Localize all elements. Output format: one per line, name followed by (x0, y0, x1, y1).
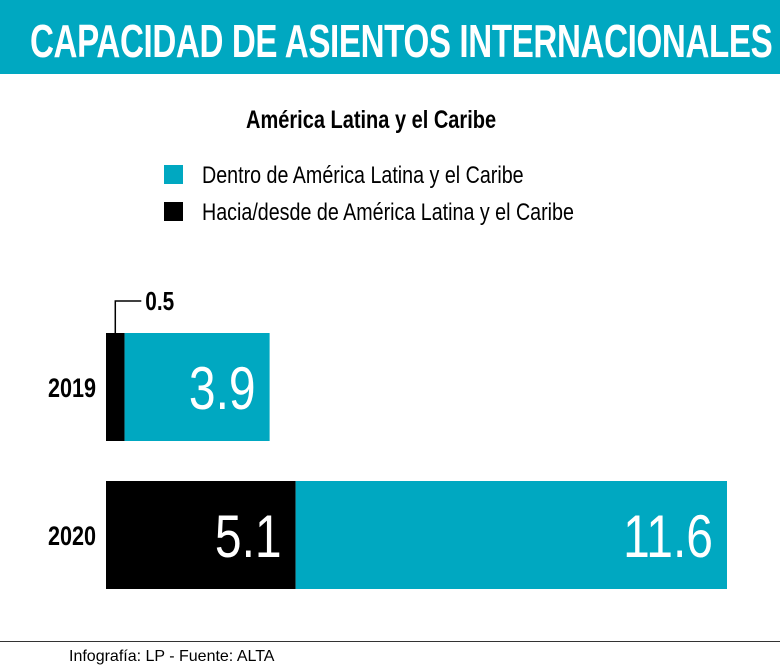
bar-chart: 2019 0.5 3.9 2020 5.1 11.6 (48, 287, 727, 589)
category-label: 2020 (48, 522, 96, 552)
data-label: 3.9 (189, 355, 256, 422)
footer-divider (0, 641, 780, 642)
data-label: 11.6 (623, 503, 713, 570)
chart-title: América Latina y el Caribe (246, 106, 497, 134)
header-title: CAPACIDAD DE ASIENTOS INTERNACIONALES (30, 15, 773, 67)
legend-item-dentro: Dentro de América Latina y el Caribe (164, 162, 594, 190)
legend-swatch (164, 165, 183, 184)
legend-item-hacia: Hacia/desde de América Latina y el Carib… (164, 199, 656, 227)
data-label: 5.1 (215, 503, 282, 570)
footer-source: Infografía: LP - Fuente: ALTA (69, 648, 275, 665)
category-label: 2019 (48, 374, 96, 404)
bar-segment (106, 481, 296, 589)
legend-swatch (164, 202, 183, 221)
callout-line (114, 300, 142, 333)
header-banner: CAPACIDAD DE ASIENTOS INTERNACIONALES (0, 0, 780, 74)
bar-segment (124, 333, 270, 441)
data-label: 0.5 (145, 287, 174, 316)
bar-segment (106, 333, 125, 441)
bar-segment (295, 481, 727, 589)
